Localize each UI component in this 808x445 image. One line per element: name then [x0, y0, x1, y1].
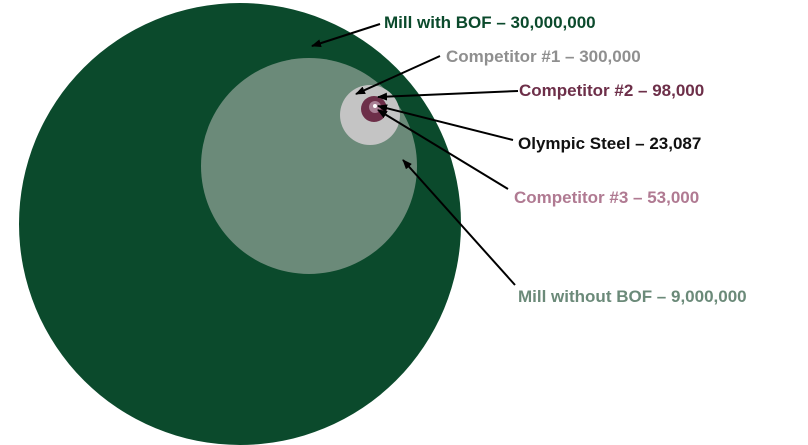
arrow-competitor-3: [377, 109, 509, 190]
circle-olympic-steel: [373, 104, 377, 108]
arrow-mill-with-bof: [311, 23, 381, 48]
label-mill-without-bof: Mill without BOF – 9,000,000: [518, 287, 747, 306]
label-mill-with-bof: Mill with BOF – 30,000,000: [384, 13, 596, 32]
label-competitor-3: Competitor #3 – 53,000: [514, 188, 699, 207]
label-competitor-2: Competitor #2 – 98,000: [519, 81, 704, 100]
arrow-olympic-steel: [377, 104, 514, 141]
arrow-mill-without-bof: [402, 159, 516, 286]
arrow-competitor-2: [377, 90, 519, 101]
arrow-competitor-1: [355, 55, 441, 95]
label-competitor-1: Competitor #1 – 300,000: [446, 47, 641, 66]
label-olympic-steel: Olympic Steel – 23,087: [518, 134, 701, 153]
